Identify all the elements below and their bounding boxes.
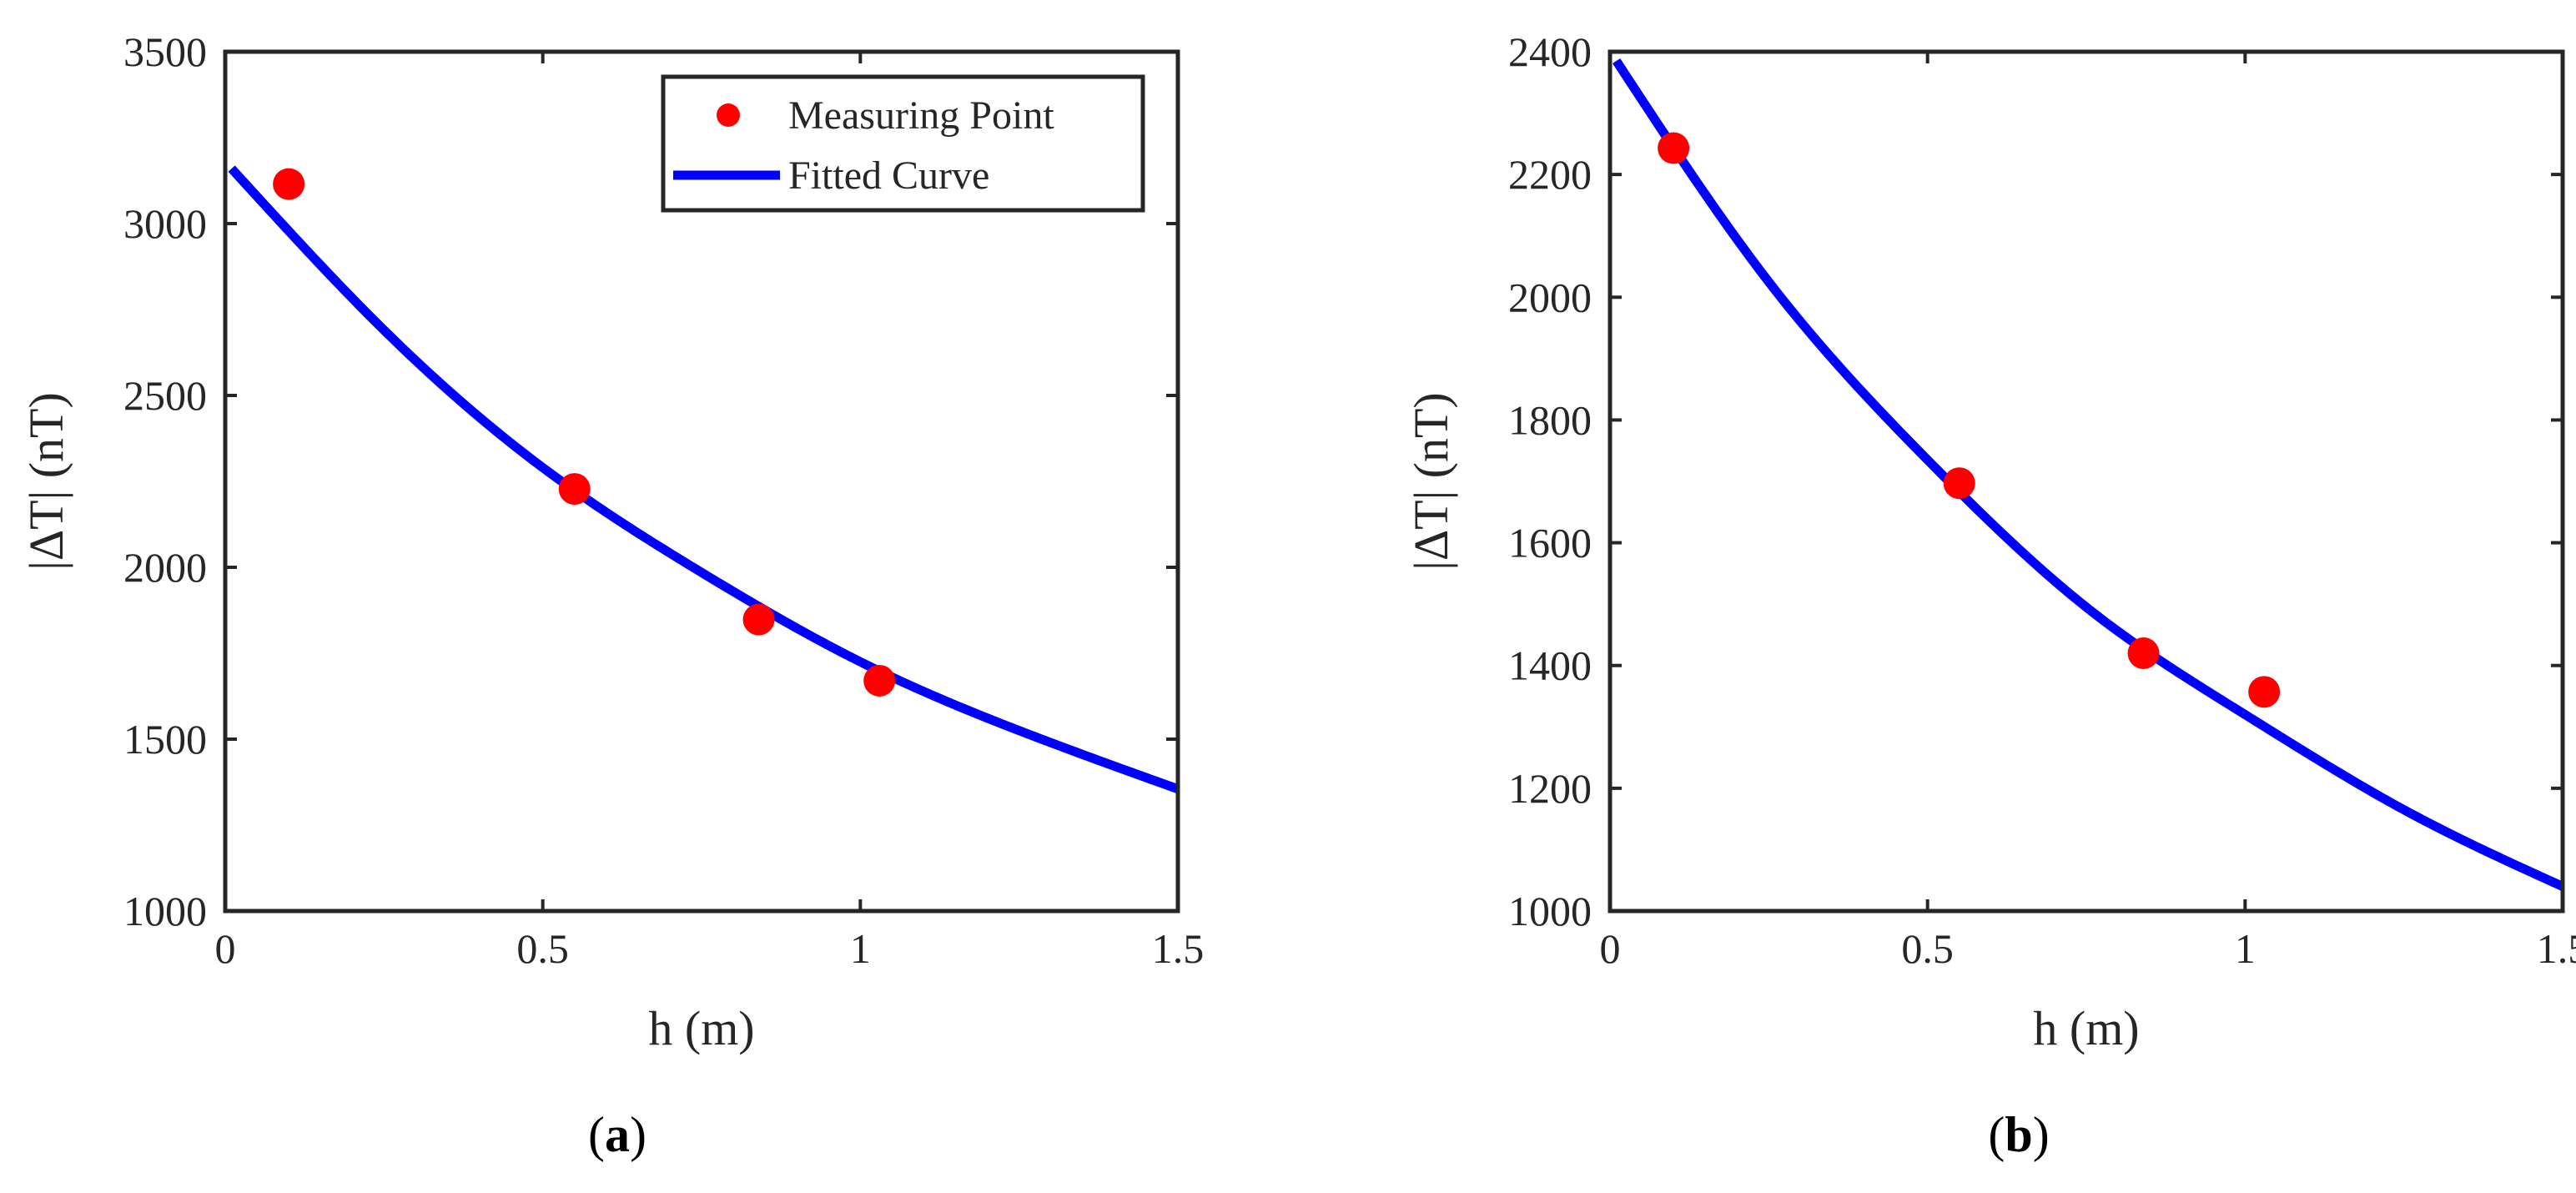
x-tick-label-a: 0 — [215, 925, 236, 972]
panel-b: 0 0.5 1 1.5 1000 1200 1400 1600 1800 2000 2200 2400… — [1404, 28, 2576, 1162]
fitted-curve-b — [1613, 58, 2563, 891]
y-axis-label-b: |ΔT| (nT) — [1404, 392, 1458, 571]
y-tick-label-a: 3500 — [123, 28, 207, 75]
y-tick-label-b: 1600 — [1508, 520, 1592, 566]
y-tick-label-b: 2400 — [1508, 28, 1592, 75]
y-tick-label-b: 1400 — [1508, 642, 1592, 689]
x-tick-label-b: 0.5 — [1901, 925, 1954, 972]
y-tick-label-b: 1200 — [1508, 765, 1592, 812]
legend: Measuring Point Fitted Curve — [661, 74, 1145, 213]
x-tick-label-b: 1.5 — [2537, 925, 2576, 972]
legend-label-points: Measuring Point — [788, 93, 1054, 138]
legend-label-curve: Fitted Curve — [788, 154, 989, 198]
x-tick-label-a: 1.5 — [1152, 925, 1205, 972]
measuring-point-b-1 — [1658, 132, 1690, 164]
measuring-point-a-2 — [558, 473, 591, 506]
y-tick-label-a: 3000 — [123, 200, 207, 247]
x-tick-label-a: 1 — [850, 925, 871, 972]
y-axis-label-a: |ΔT| (nT) — [19, 392, 73, 571]
y-tick-label-b: 1000 — [1508, 888, 1592, 934]
legend-box — [661, 74, 1145, 213]
axes-box-a — [223, 49, 1180, 914]
measuring-point-b-3 — [2127, 637, 2160, 669]
fitted-curve-a — [228, 165, 1178, 793]
x-tick-label-b: 1 — [2235, 925, 2256, 972]
panel-a: 0 0.5 1 1.5 1000 1500 2000 2500 3000 3500 h (m) |ΔT… — [19, 28, 1204, 1162]
y-tick-label-a: 2000 — [123, 544, 207, 591]
y-tick-label-b: 2000 — [1508, 274, 1592, 320]
axes-box-b — [1607, 49, 2565, 914]
measuring-point-a-1 — [273, 168, 305, 200]
panel-caption-b: (b) — [1988, 1107, 2049, 1162]
x-axis-label-a: h (m) — [648, 1001, 754, 1055]
y-tick-label-b: 2200 — [1508, 151, 1592, 198]
y-tick-label-a: 1500 — [123, 716, 207, 763]
measuring-point-b-4 — [2248, 676, 2281, 708]
measuring-point-b-2 — [1943, 467, 1975, 500]
measuring-point-a-4 — [863, 664, 896, 697]
panel-caption-a: (a) — [588, 1107, 647, 1162]
measuring-point-a-3 — [742, 603, 775, 636]
y-tick-label-b: 1800 — [1508, 396, 1592, 443]
y-tick-label-a: 2500 — [123, 372, 207, 419]
x-tick-label-a: 0.5 — [516, 925, 569, 972]
legend-marker-points — [717, 103, 740, 127]
x-axis-label-b: h (m) — [2033, 1001, 2139, 1055]
y-tick-label-a: 1000 — [123, 888, 207, 934]
x-tick-label-b: 0 — [1600, 925, 1621, 972]
